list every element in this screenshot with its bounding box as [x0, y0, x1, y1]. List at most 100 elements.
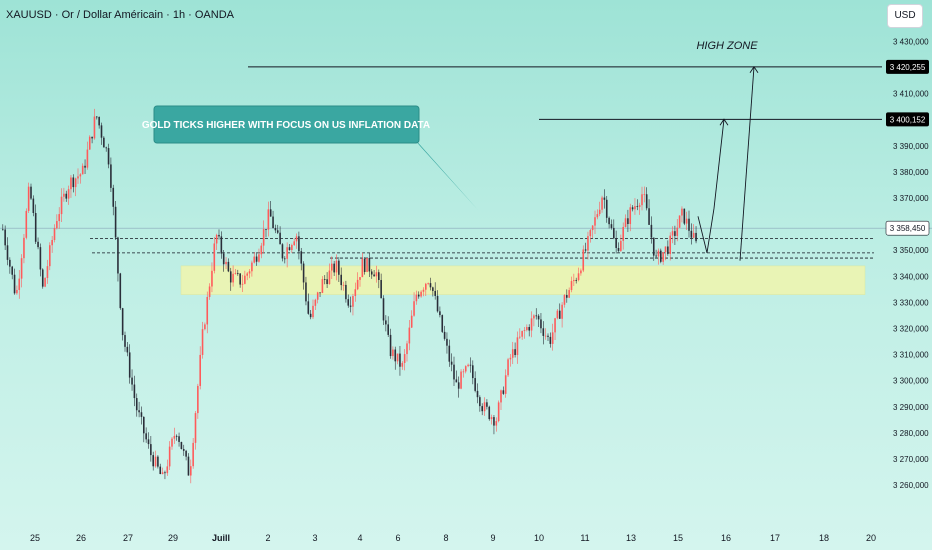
candle-body[interactable] [269, 209, 272, 217]
candle-body[interactable] [483, 402, 486, 412]
candle-body[interactable] [462, 371, 465, 373]
candle-body[interactable] [265, 229, 267, 230]
candle-body[interactable] [347, 299, 350, 306]
candle-body[interactable] [107, 148, 110, 165]
candle-body[interactable] [72, 177, 75, 188]
candle-body[interactable] [556, 310, 559, 319]
candle-body[interactable] [441, 315, 444, 332]
candle-body[interactable] [300, 251, 303, 264]
candle-body[interactable] [631, 207, 634, 210]
candle-body[interactable] [401, 362, 404, 367]
candle-body[interactable] [77, 176, 79, 179]
candle-body[interactable] [119, 273, 122, 309]
candle-body[interactable] [331, 263, 333, 271]
candle-body[interactable] [103, 137, 105, 148]
candle-body[interactable] [321, 279, 324, 293]
candle-body[interactable] [648, 208, 650, 225]
candle-body[interactable] [27, 186, 30, 211]
candle-body[interactable] [457, 382, 460, 389]
candle-body[interactable] [164, 472, 166, 474]
candle-body[interactable] [215, 234, 218, 244]
candle-body[interactable] [30, 186, 32, 199]
candle-body[interactable] [16, 289, 18, 294]
candle-body[interactable] [93, 116, 96, 139]
candle-body[interactable] [603, 197, 606, 200]
candle-body[interactable] [584, 249, 587, 251]
candle-body[interactable] [253, 256, 256, 263]
candle-body[interactable] [662, 252, 664, 262]
candle-body[interactable] [561, 304, 563, 319]
candle-body[interactable] [394, 349, 397, 362]
candle-body[interactable] [220, 236, 223, 254]
candle-body[interactable] [455, 379, 458, 383]
candle-body[interactable] [248, 271, 251, 274]
candle-body[interactable] [323, 279, 326, 280]
candle-body[interactable] [533, 315, 535, 319]
candle-body[interactable] [305, 282, 307, 302]
candle-body[interactable] [617, 247, 620, 251]
candle-body[interactable] [173, 435, 176, 439]
candle-body[interactable] [199, 354, 201, 386]
candle-body[interactable] [361, 258, 364, 278]
candle-body[interactable] [152, 455, 154, 467]
candle-body[interactable] [105, 147, 107, 149]
candle-body[interactable] [9, 259, 11, 267]
candle-body[interactable] [526, 327, 528, 331]
candle-body[interactable] [349, 305, 352, 307]
candle-body[interactable] [150, 444, 152, 456]
candle-body[interactable] [493, 417, 495, 426]
candle-body[interactable] [192, 442, 194, 467]
candle-body[interactable] [403, 354, 406, 363]
candle-body[interactable] [23, 237, 25, 259]
candle-body[interactable] [260, 245, 263, 255]
candle-body[interactable] [274, 227, 277, 231]
candle-body[interactable] [258, 254, 260, 262]
candle-body[interactable] [464, 366, 467, 372]
candle-body[interactable] [88, 136, 91, 150]
candle-body[interactable] [681, 208, 683, 216]
candle-body[interactable] [18, 278, 21, 290]
candle-body[interactable] [523, 330, 526, 331]
candle-body[interactable] [664, 246, 667, 253]
candle-body[interactable] [434, 290, 436, 296]
candle-body[interactable] [335, 260, 338, 273]
candle-body[interactable] [601, 197, 603, 210]
candle-body[interactable] [112, 187, 115, 207]
candle-body[interactable] [37, 241, 39, 248]
candle-body[interactable] [197, 385, 199, 414]
candle-body[interactable] [610, 224, 613, 228]
candle-body[interactable] [309, 313, 312, 318]
candle-body[interactable] [577, 273, 580, 281]
candle-body[interactable] [615, 238, 617, 248]
candle-body[interactable] [140, 412, 143, 417]
candle-body[interactable] [4, 229, 6, 246]
candle-body[interactable] [204, 324, 206, 330]
candle-body[interactable] [570, 281, 573, 291]
candle-body[interactable] [175, 435, 178, 437]
candle-body[interactable] [537, 315, 540, 320]
candle-body[interactable] [281, 244, 284, 259]
candle-body[interactable] [133, 384, 136, 399]
candle-body[interactable] [131, 377, 133, 385]
candle-body[interactable] [540, 319, 542, 329]
candle-body[interactable] [211, 270, 213, 287]
candle-body[interactable] [427, 283, 429, 284]
candle-body[interactable] [497, 402, 500, 422]
candle-body[interactable] [121, 308, 124, 336]
candle-body[interactable] [114, 206, 117, 238]
candle-body[interactable] [417, 294, 420, 297]
candle-body[interactable] [488, 406, 491, 420]
candle-body[interactable] [145, 433, 147, 440]
candle-body[interactable] [63, 193, 65, 197]
candle-body[interactable] [117, 237, 119, 274]
candle-body[interactable] [272, 216, 274, 228]
candles[interactable] [2, 108, 697, 484]
candle-body[interactable] [519, 336, 521, 338]
candle-body[interactable] [375, 272, 378, 277]
candle-body[interactable] [255, 256, 258, 262]
candle-body[interactable] [436, 295, 439, 312]
candle-body[interactable] [187, 456, 190, 476]
candle-body[interactable] [291, 245, 293, 251]
candle-body[interactable] [241, 283, 244, 285]
